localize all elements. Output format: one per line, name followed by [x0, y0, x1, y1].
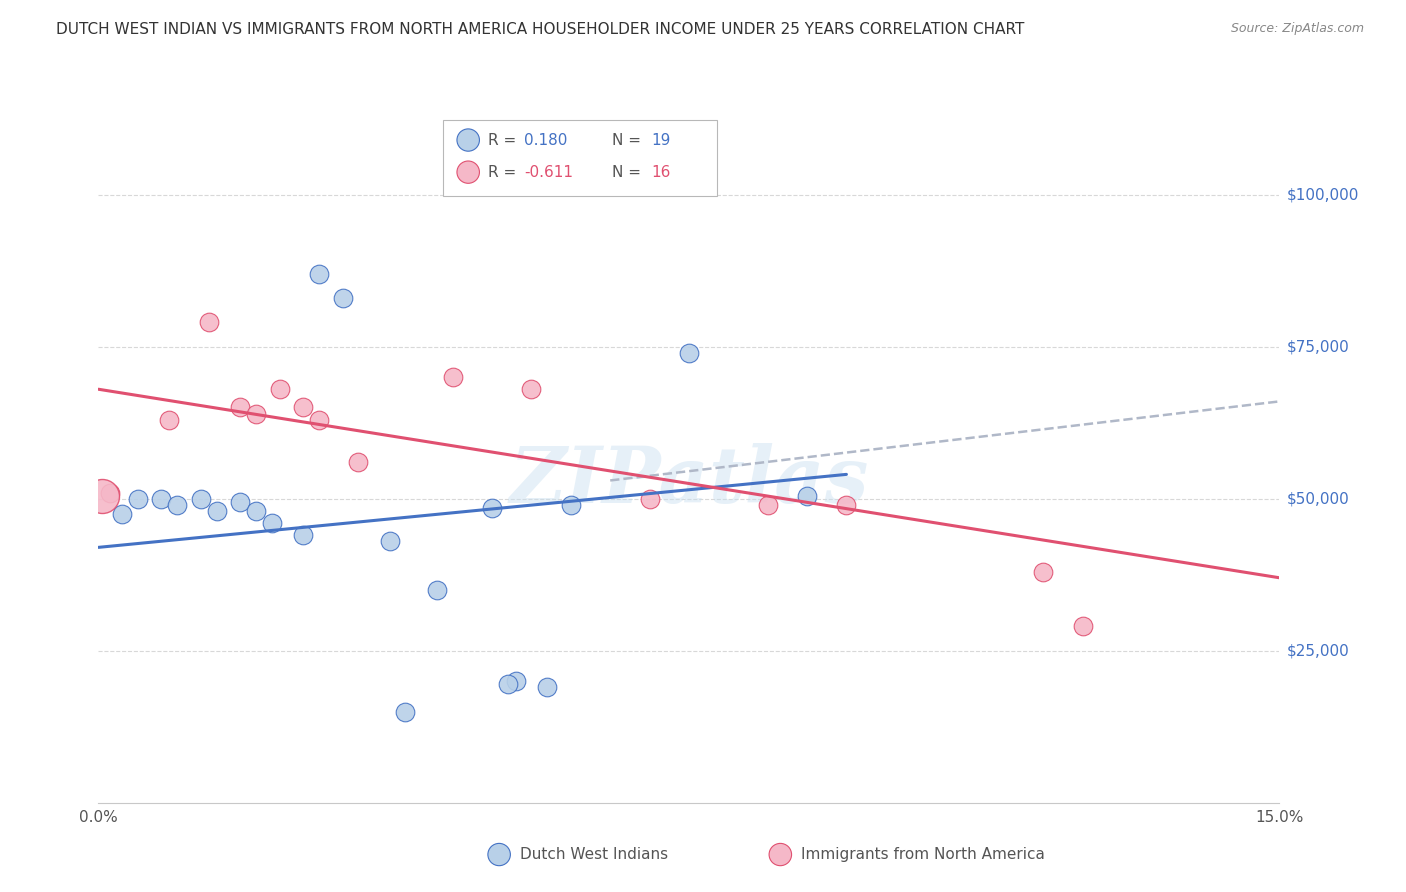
Text: Dutch West Indians: Dutch West Indians — [520, 847, 668, 862]
Point — [292, 528, 315, 542]
Point — [229, 401, 252, 415]
Text: 19: 19 — [651, 133, 671, 147]
Text: ZIPatlas: ZIPatlas — [509, 443, 869, 520]
Point — [536, 680, 558, 694]
Point — [426, 582, 449, 597]
Point — [127, 491, 149, 506]
Text: $50,000: $50,000 — [1286, 491, 1350, 506]
Point — [157, 412, 180, 426]
Point — [205, 504, 228, 518]
Point — [98, 485, 121, 500]
Point — [308, 412, 330, 426]
Text: 16: 16 — [651, 165, 671, 179]
Point — [347, 455, 370, 469]
Point — [796, 489, 818, 503]
Point — [166, 498, 188, 512]
Text: DUTCH WEST INDIAN VS IMMIGRANTS FROM NORTH AMERICA HOUSEHOLDER INCOME UNDER 25 Y: DUTCH WEST INDIAN VS IMMIGRANTS FROM NOR… — [56, 22, 1025, 37]
Point — [190, 491, 212, 506]
Point — [91, 489, 114, 503]
Point — [269, 382, 291, 396]
Point — [1071, 619, 1094, 633]
Point — [1032, 565, 1054, 579]
Text: $75,000: $75,000 — [1286, 339, 1350, 354]
Point — [835, 498, 858, 512]
Point — [505, 674, 527, 689]
Point — [260, 516, 283, 530]
Point — [756, 498, 779, 512]
Text: 0.180: 0.180 — [524, 133, 568, 147]
Point — [150, 491, 173, 506]
Text: $25,000: $25,000 — [1286, 643, 1350, 658]
Point — [441, 370, 464, 384]
Text: Immigrants from North America: Immigrants from North America — [801, 847, 1045, 862]
Text: N =: N = — [612, 133, 645, 147]
Point — [245, 504, 267, 518]
Text: R =: R = — [488, 133, 522, 147]
Text: N =: N = — [612, 165, 645, 179]
Point — [638, 491, 661, 506]
Text: R =: R = — [488, 165, 522, 179]
Text: $100,000: $100,000 — [1286, 187, 1358, 202]
Point — [496, 677, 519, 691]
Point — [481, 500, 503, 515]
Text: -0.611: -0.611 — [524, 165, 574, 179]
Point — [197, 315, 219, 329]
Point — [111, 507, 134, 521]
Point — [292, 401, 315, 415]
Point — [332, 291, 354, 305]
Point — [520, 382, 543, 396]
Point — [245, 407, 267, 421]
Point — [378, 534, 401, 549]
Text: Source: ZipAtlas.com: Source: ZipAtlas.com — [1230, 22, 1364, 36]
Point — [308, 267, 330, 281]
Point — [560, 498, 582, 512]
Point — [229, 494, 252, 508]
Point — [394, 705, 416, 719]
Point — [678, 345, 700, 359]
